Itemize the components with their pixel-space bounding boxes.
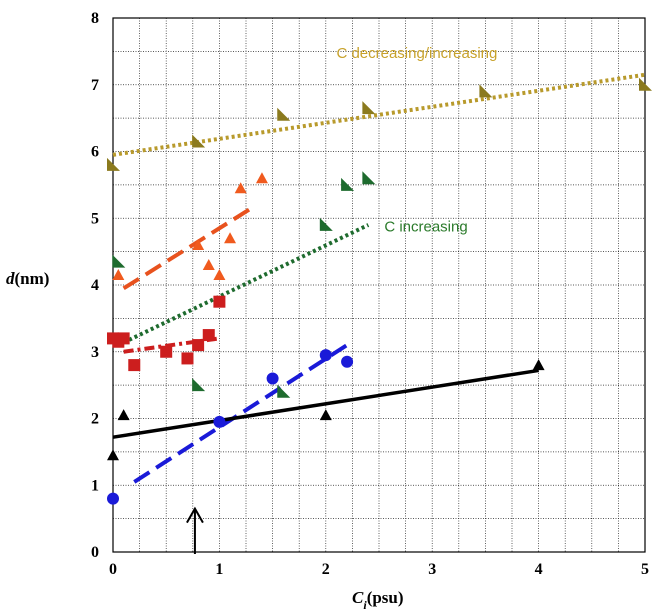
data-point [192, 339, 205, 352]
data-point [319, 349, 332, 362]
data-point [202, 329, 215, 342]
data-point [112, 254, 126, 268]
data-point [341, 177, 355, 191]
grid-lines [112, 17, 646, 553]
y-axis-unit: (nm) [15, 269, 50, 288]
x-tick-label: 2 [322, 561, 330, 578]
y-tick-label: 4 [91, 277, 99, 294]
data-point [117, 332, 130, 345]
y-tick-label: 7 [91, 77, 99, 94]
data-point [107, 157, 120, 171]
plot-area-frame [112, 17, 646, 553]
data-point [202, 258, 215, 270]
data-point [192, 238, 205, 250]
trend-line [117, 223, 370, 347]
data-point [479, 84, 493, 98]
x-tick-labels: 0 1 2 3 4 5 [109, 561, 649, 578]
data-point [181, 352, 194, 365]
data-point [277, 107, 291, 121]
y-tick-label: 3 [91, 344, 99, 361]
x-tick-label: 3 [428, 561, 436, 578]
chart-annotation: C increasing [384, 219, 467, 236]
x-axis-symbol: C [352, 588, 364, 607]
data-point [266, 372, 279, 385]
x-axis-label: Ci(psu) [352, 588, 404, 612]
data-point [224, 232, 237, 244]
data-point [639, 77, 652, 91]
trend-line [133, 343, 349, 484]
x-axis-subscript: i [363, 598, 367, 612]
x-tick-label: 0 [109, 561, 117, 578]
data-point [213, 295, 226, 308]
data-point [255, 172, 268, 184]
y-tick-label: 5 [91, 210, 99, 227]
y-axis-symbol: d [6, 269, 15, 288]
x-axis-unit: (psu) [367, 588, 404, 607]
data-point [277, 384, 291, 398]
data-points [107, 77, 652, 505]
trend-line [122, 206, 253, 291]
y-tick-label: 1 [91, 477, 99, 494]
data-point [319, 409, 332, 421]
x-tick-label: 1 [215, 561, 223, 578]
x-tick-label: 4 [535, 561, 543, 578]
data-point [362, 101, 376, 115]
y-tick-label: 8 [91, 10, 99, 27]
y-tick-label: 0 [91, 544, 99, 561]
y-axis-label: d(nm) [6, 269, 49, 288]
data-point [213, 268, 226, 280]
x-tick-label: 5 [641, 561, 649, 578]
data-point [107, 449, 119, 461]
data-point [532, 359, 545, 371]
data-point [128, 359, 141, 372]
arrow-head [186, 506, 204, 524]
data-point [213, 415, 226, 428]
data-point [192, 134, 206, 148]
data-point [319, 217, 333, 231]
data-point [107, 492, 119, 505]
trend-lines [112, 72, 646, 484]
data-point [192, 378, 206, 392]
y-tick-labels: 0 1 2 3 4 5 6 7 8 [91, 10, 99, 561]
data-point [117, 409, 130, 421]
arrow-marker [186, 506, 204, 554]
chart-annotation: C decreasing/increasing [336, 45, 497, 62]
trend-line [123, 336, 220, 354]
data-point [160, 345, 173, 358]
trend-line [112, 368, 539, 439]
data-point [341, 355, 354, 368]
y-tick-label: 2 [91, 411, 99, 428]
annotations: C decreasing/increasing C increasing [336, 45, 497, 236]
y-tick-label: 6 [91, 144, 99, 161]
data-point [234, 182, 247, 194]
data-point [112, 268, 125, 280]
data-point [362, 171, 376, 185]
